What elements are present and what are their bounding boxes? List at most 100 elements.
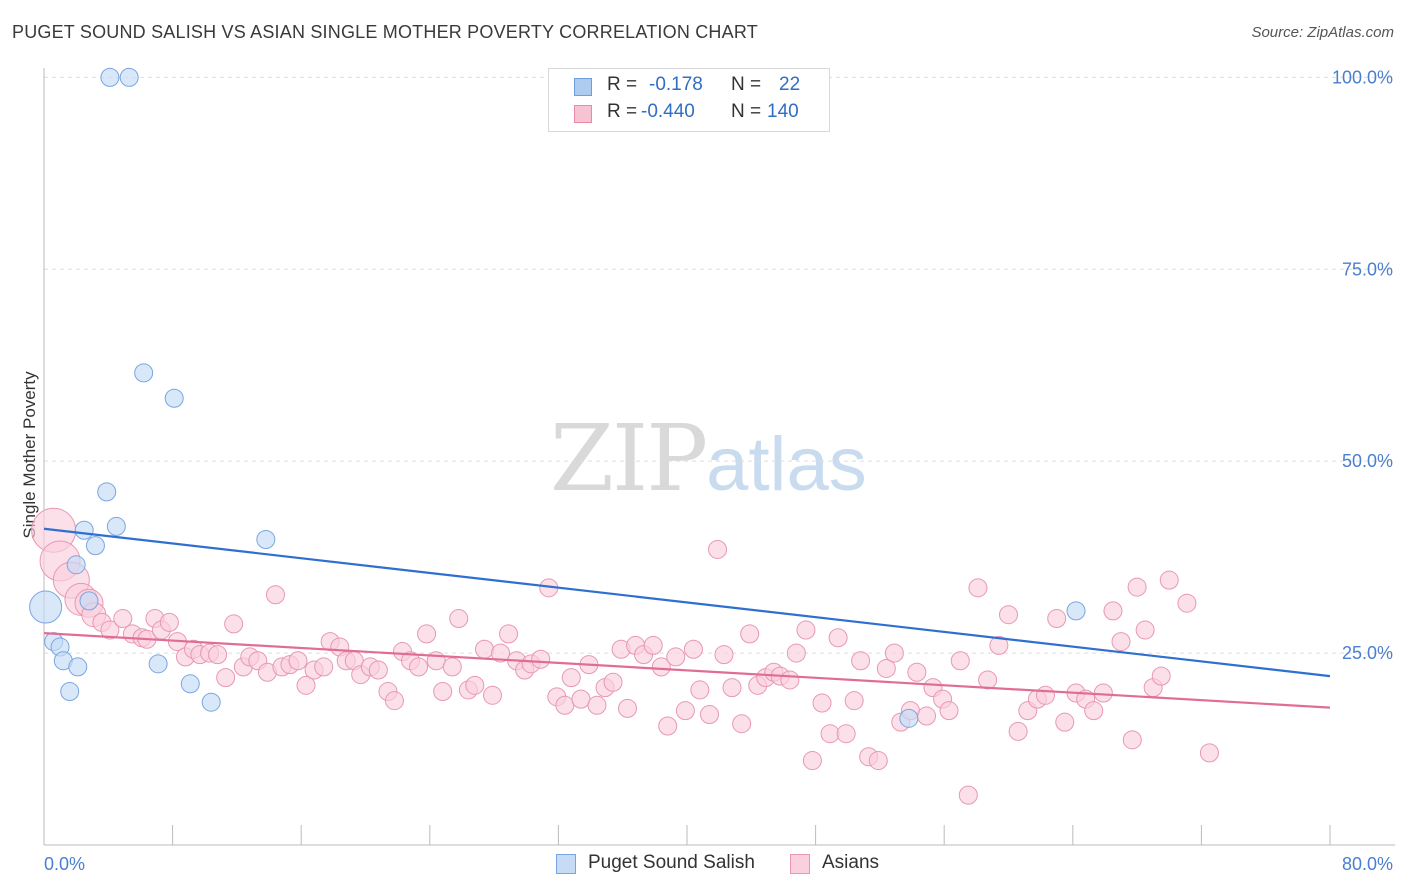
data-point-asians <box>1008 721 1028 741</box>
data-point-asians <box>216 668 236 688</box>
data-point-asians <box>732 714 752 734</box>
stats-swatch-puget <box>574 78 592 96</box>
data-point-asians <box>1055 712 1075 732</box>
y-tick-label: 50.0% <box>1342 451 1393 471</box>
data-point-asians <box>561 668 581 688</box>
data-point-asians <box>368 660 388 680</box>
data-point-asians <box>876 658 896 678</box>
stats-r-label: R = <box>607 101 638 122</box>
data-point-asians <box>384 691 404 711</box>
data-point-asians <box>907 662 927 682</box>
data-point-asians <box>1103 601 1123 621</box>
data-point-puget <box>29 590 63 624</box>
data-point-puget <box>119 67 139 87</box>
data-point-asians <box>836 724 856 744</box>
data-point-asians <box>658 716 678 736</box>
data-point-asians <box>603 672 623 692</box>
data-point-asians <box>796 620 816 640</box>
data-point-asians <box>288 651 308 671</box>
data-point-asians <box>1047 609 1067 629</box>
data-point-asians <box>1084 701 1104 721</box>
data-point-asians <box>708 539 728 559</box>
data-point-asians <box>442 657 462 677</box>
data-point-asians <box>296 675 316 695</box>
data-point-puget <box>201 692 221 712</box>
data-point-asians <box>851 651 871 671</box>
data-point-asians <box>1151 666 1171 686</box>
data-point-puget <box>256 529 276 549</box>
data-point-puget <box>97 482 117 502</box>
data-point-asians <box>1177 593 1197 613</box>
stats-r-label: R = <box>607 74 638 95</box>
source-label: Source: ZipAtlas.com <box>1251 24 1394 41</box>
data-point-asians <box>1111 632 1131 652</box>
data-point-asians <box>499 624 519 644</box>
data-point-asians <box>812 693 832 713</box>
data-point-asians <box>1122 730 1142 750</box>
x-tick-label: 0.0% <box>44 854 85 874</box>
data-point-puget <box>164 388 184 408</box>
stats-n-label: N = <box>731 101 762 122</box>
data-point-asians <box>780 670 800 690</box>
data-point-asians <box>828 628 848 648</box>
stats-n-label: N = <box>731 74 762 95</box>
data-point-asians <box>786 643 806 663</box>
data-point-asians <box>1035 685 1055 705</box>
data-point-asians <box>113 609 133 629</box>
legend-swatch-puget <box>556 854 576 874</box>
data-point-asians <box>917 706 937 726</box>
watermark-atlas: atlas <box>706 422 867 507</box>
data-point-asians <box>587 695 607 715</box>
legend-label-asians: Asians <box>822 852 880 873</box>
data-point-puget <box>79 591 99 611</box>
data-point-asians <box>968 578 988 598</box>
chart-title: PUGET SOUND SALISH VS ASIAN SINGLE MOTHE… <box>12 22 758 42</box>
stats-row-puget: R = -0.178 N = 22 <box>549 74 829 100</box>
data-point-asians <box>1199 743 1219 763</box>
data-point-asians <box>999 605 1018 625</box>
data-point-puget <box>85 536 105 556</box>
data-point-asians <box>690 680 710 700</box>
data-point-puget <box>66 555 86 575</box>
data-point-asians <box>224 614 244 634</box>
data-point-asians <box>884 643 904 663</box>
data-point-asians <box>618 698 638 718</box>
data-point-asians <box>100 620 120 640</box>
stats-swatch-asians <box>574 105 592 123</box>
data-point-asians <box>844 691 864 711</box>
data-point-asians <box>433 681 453 701</box>
data-point-asians <box>666 647 686 667</box>
data-point-puget <box>74 520 94 540</box>
data-point-asians <box>555 695 575 715</box>
data-point-puget <box>148 654 168 674</box>
y-tick-label: 75.0% <box>1342 259 1393 279</box>
data-point-asians <box>939 701 959 721</box>
x-tick-label: 80.0% <box>1342 854 1393 874</box>
data-point-puget <box>899 708 919 728</box>
data-point-asians <box>820 724 840 744</box>
stats-r-value: -0.440 <box>641 101 695 122</box>
data-point-asians <box>722 678 742 698</box>
stats-n-value: 22 <box>779 74 801 95</box>
data-point-asians <box>571 689 591 709</box>
data-point-puget <box>106 516 126 536</box>
stats-r-value: -0.178 <box>649 74 703 95</box>
data-point-asians <box>950 651 970 671</box>
y-tick-label: 25.0% <box>1342 643 1393 663</box>
data-point-puget <box>100 67 120 87</box>
data-point-asians <box>265 585 285 605</box>
watermark: ZIPatlas <box>550 405 867 512</box>
watermark-zip: ZIP <box>550 405 708 512</box>
data-point-asians <box>643 635 663 655</box>
data-point-asians <box>491 643 511 663</box>
data-point-asians <box>651 657 671 677</box>
data-point-asians <box>474 639 494 659</box>
data-point-puget <box>68 657 88 677</box>
data-point-puget <box>134 363 154 383</box>
legend-swatch-asians <box>790 854 810 874</box>
data-point-asians <box>314 657 334 677</box>
data-point-asians <box>675 701 695 721</box>
stats-box: R = -0.178 N = 22 R = -0.440 N = 140 <box>548 68 830 132</box>
data-point-asians <box>683 639 703 659</box>
data-point-asians <box>868 751 888 771</box>
